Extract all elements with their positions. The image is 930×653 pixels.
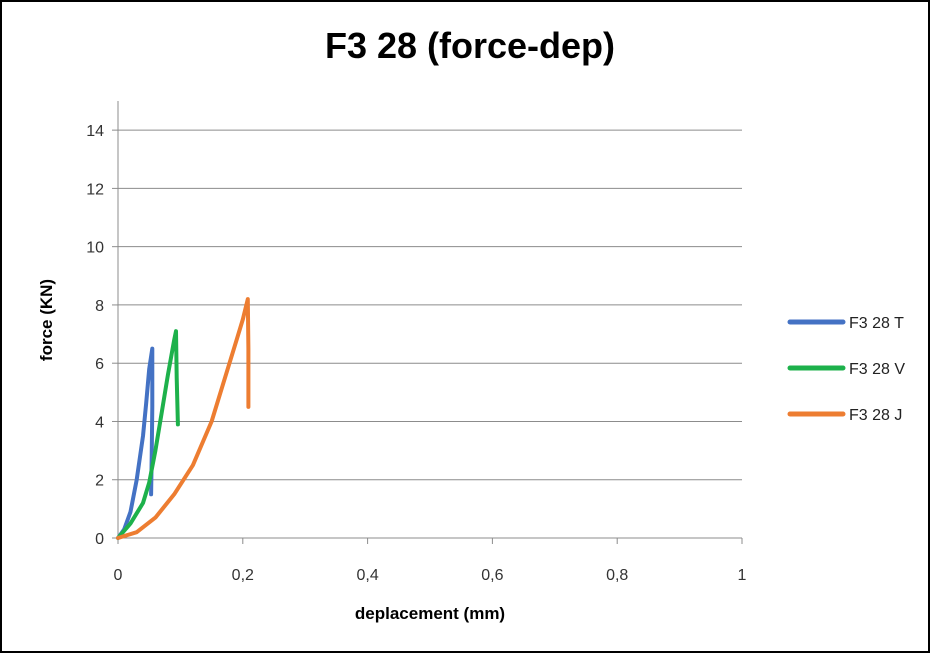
series-lines — [116, 297, 251, 540]
x-axis-label: deplacement (mm) — [355, 604, 505, 623]
x-tick-label-3: 0,6 — [481, 567, 503, 584]
legend-label-3: F3 28 J — [849, 407, 902, 424]
legend-label-1: F3 28 T — [849, 315, 904, 332]
x-tick-label-5: 1 — [738, 567, 747, 584]
y-tick-label-7: 14 — [86, 123, 104, 140]
x-tick-label-2: 0,4 — [356, 567, 378, 584]
chart-title: F3 28 (force-dep) — [325, 25, 615, 66]
y-axis-label: force (KN) — [37, 279, 56, 361]
x-tick-label-1: 0,2 — [232, 567, 254, 584]
y-tick-label-3: 6 — [95, 356, 104, 373]
y-tick-label-6: 12 — [86, 181, 104, 198]
series-line-3 — [116, 297, 251, 540]
x-tick-label-0: 0 — [114, 567, 123, 584]
x-tick-labels: 0 0,2 0,4 0,6 0,8 1 — [114, 567, 747, 584]
axes — [112, 101, 743, 544]
y-tick-label-0: 0 — [95, 531, 104, 548]
y-tick-label-1: 2 — [95, 473, 104, 490]
legend: F3 28 T F3 28 V F3 28 J — [787, 315, 905, 424]
y-tick-label-4: 8 — [95, 298, 104, 315]
gridlines — [118, 129, 742, 481]
series-line-1 — [116, 346, 155, 540]
legend-label-2: F3 28 V — [849, 361, 905, 378]
series-line-2 — [116, 329, 180, 540]
y-tick-labels: 0 2 4 6 8 10 12 14 — [86, 123, 104, 548]
y-tick-label-5: 10 — [86, 240, 104, 257]
y-tick-label-2: 4 — [95, 414, 104, 431]
x-tick-label-4: 0,8 — [606, 567, 628, 584]
